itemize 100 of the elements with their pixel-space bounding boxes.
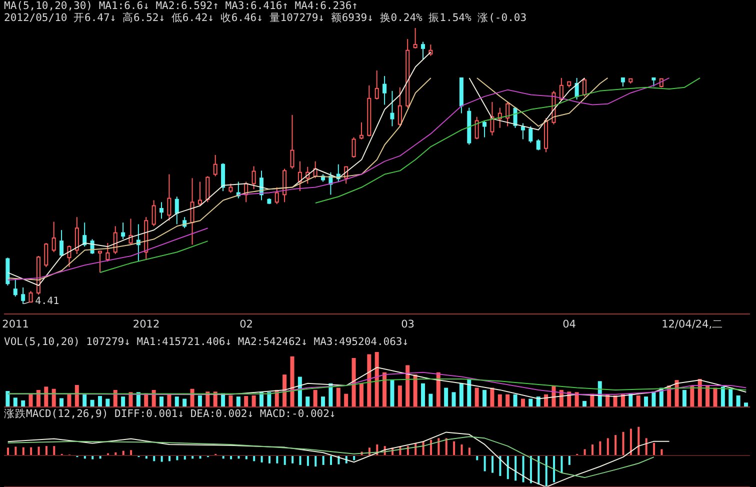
x-tick-label: 02 [240,318,253,330]
candlestick [390,90,394,127]
bar [352,358,356,407]
bar [306,396,310,407]
bar [52,388,56,407]
bar [574,392,579,407]
x-tick-label: 12/04/24,二 [662,318,724,330]
bar [720,386,725,407]
bar [453,441,456,456]
bar [336,388,340,407]
x-tick-label: 03 [401,318,414,330]
bar [438,438,440,456]
bar [468,448,470,456]
bar [321,396,326,407]
bar [736,395,740,407]
bar [106,398,110,407]
bar [606,438,609,456]
bar [299,456,302,465]
bar [45,446,48,456]
bar [614,435,617,456]
bar [167,394,172,407]
bar [645,438,648,456]
bar [420,383,425,407]
annotation: 4.41 [35,296,60,307]
candlestick [382,76,387,106]
bar [130,450,132,456]
bar [653,442,656,456]
bar [514,456,517,481]
bar [484,456,486,472]
bar [538,456,540,484]
bar [728,388,733,407]
bar [53,446,56,456]
bar [652,392,656,407]
bar [14,446,17,456]
bar [690,386,694,407]
x-tick-label: 2012 [132,318,160,330]
bar [713,388,718,407]
bar [452,392,456,407]
bar [67,394,72,407]
bar [21,400,26,407]
bar [406,365,410,407]
text: 2012/05/10 开6.47↓ 高6.52↓ 低6.42↓ 收6.46↓ 量107279↓ 额6939↓ 换0.24% 振1.54% 涨(-0.03 [3,12,528,24]
bar [6,391,10,407]
bar [445,438,448,456]
candlestick [190,178,194,246]
bar [522,456,524,482]
bar [313,390,318,407]
bar [582,400,586,407]
bar [622,432,624,456]
bar [113,390,118,407]
bar [506,456,509,480]
bar [599,441,602,456]
bar [7,448,9,456]
bar [506,394,510,407]
bar [644,396,648,407]
bar [513,394,518,407]
bar [236,396,240,407]
bar [467,378,472,407]
bar [591,444,594,456]
text: VOL(5,10,20) 107279↓ MA1:415721.406↓ MA2:542462↓ MA3:495204.063↓ [3,336,410,348]
bar [474,388,479,407]
bar [306,456,309,466]
bar [359,383,364,407]
bar [444,388,448,407]
bar [198,395,202,407]
bar [460,444,463,456]
bar [382,372,387,407]
bar [38,446,40,456]
bar [560,456,563,473]
candlestick [74,216,79,255]
bar [82,394,87,407]
bar [282,374,287,407]
bar [252,395,256,407]
bar [330,456,332,465]
bar [568,456,570,465]
bar [459,383,464,407]
bar [228,395,233,407]
bar [498,394,502,407]
text: MA(5,10,20,30) MA1:6.6↓ MA2:6.592↑ MA3:6.416↑ MA4:6.236↑ [3,0,360,12]
bar [74,385,79,407]
bar [98,396,102,407]
bar [413,374,418,407]
bar [121,396,126,407]
bar [682,390,686,407]
candlestick [174,196,179,225]
bar [268,456,270,464]
candlestick [98,250,102,274]
bar [322,456,324,465]
bar [706,386,710,407]
bar [674,380,679,407]
bar [638,426,640,456]
bar [314,456,317,467]
bar [276,456,278,464]
bar [528,398,533,407]
bar [428,394,433,407]
bar [244,396,248,407]
bar [174,396,179,407]
bar [13,398,18,407]
bar [398,386,402,407]
bar [374,352,379,407]
